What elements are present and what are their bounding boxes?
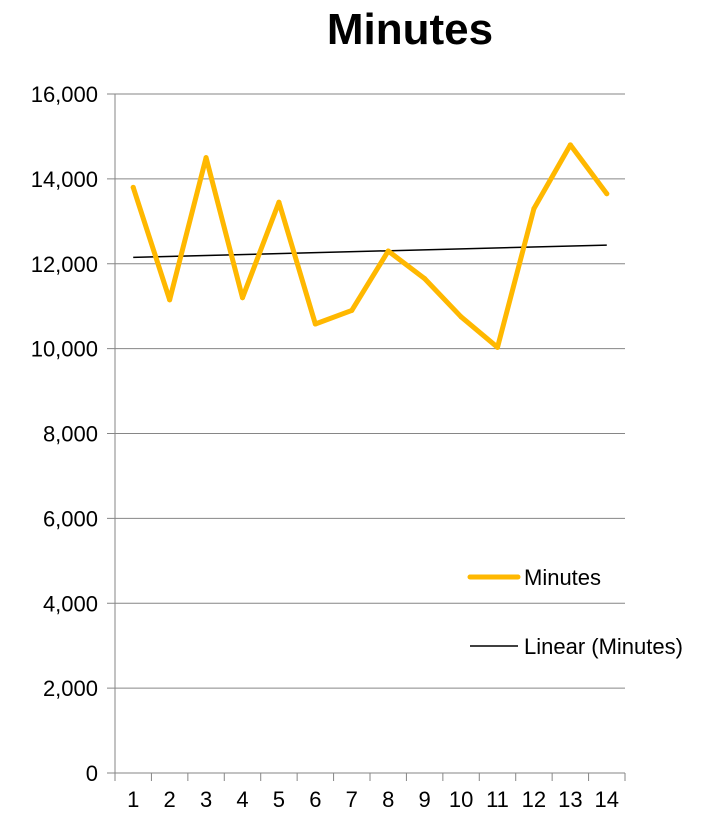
y-tick-label: 10,000: [31, 337, 98, 362]
data-point: [167, 297, 173, 303]
y-tick-label: 2,000: [43, 676, 98, 701]
data-point: [240, 295, 245, 301]
chart-title: Minutes: [327, 5, 493, 54]
y-tick-label: 12,000: [31, 252, 98, 277]
data-point: [276, 199, 282, 205]
series-layer: [130, 142, 610, 350]
data-point: [567, 142, 573, 148]
trendline-layer: [133, 244, 607, 259]
data-point: [349, 307, 355, 313]
data-point: [422, 276, 428, 282]
series-line-minutes: [130, 142, 610, 350]
x-tick-label: 12: [522, 787, 546, 812]
data-point: [495, 344, 500, 350]
data-point: [203, 155, 209, 161]
x-tick-label: 6: [309, 787, 321, 812]
x-tick-label: 4: [236, 787, 248, 812]
x-tick-label: 8: [382, 787, 394, 812]
legend-label-minutes: Minutes: [524, 565, 601, 590]
axes: 0 2,000 4,000 6,000 8,000 10,000 12,000 14,000 1…: [31, 82, 626, 812]
x-tick-label: 7: [346, 787, 358, 812]
y-tick-label: 4,000: [43, 591, 98, 616]
x-tick-label: 10: [449, 787, 473, 812]
x-tick-label: 14: [595, 787, 619, 812]
data-point: [458, 314, 464, 320]
data-point: [531, 206, 537, 212]
x-tick-label: 5: [273, 787, 285, 812]
y-tick-label: 14,000: [31, 167, 98, 192]
y-tick-label: 8,000: [43, 422, 98, 447]
legend-label-trendline: Linear (Minutes): [524, 634, 683, 659]
trendline: [133, 244, 607, 259]
x-tick-label: 11: [486, 787, 509, 812]
x-tick-label: 9: [419, 787, 431, 812]
x-tick-label: 2: [164, 787, 176, 812]
data-point: [385, 248, 391, 254]
data-point: [604, 191, 610, 197]
x-tick-label: 13: [558, 787, 582, 812]
x-tick-label: 1: [127, 787, 139, 812]
legend: Minutes Linear (Minutes): [467, 565, 683, 659]
data-point: [130, 184, 136, 190]
y-tick-label: 16,000: [31, 82, 98, 107]
x-tick-label: 3: [200, 787, 212, 812]
y-tick-label: 6,000: [43, 506, 98, 531]
y-tick-label: 0: [86, 761, 98, 786]
data-point: [312, 321, 318, 327]
